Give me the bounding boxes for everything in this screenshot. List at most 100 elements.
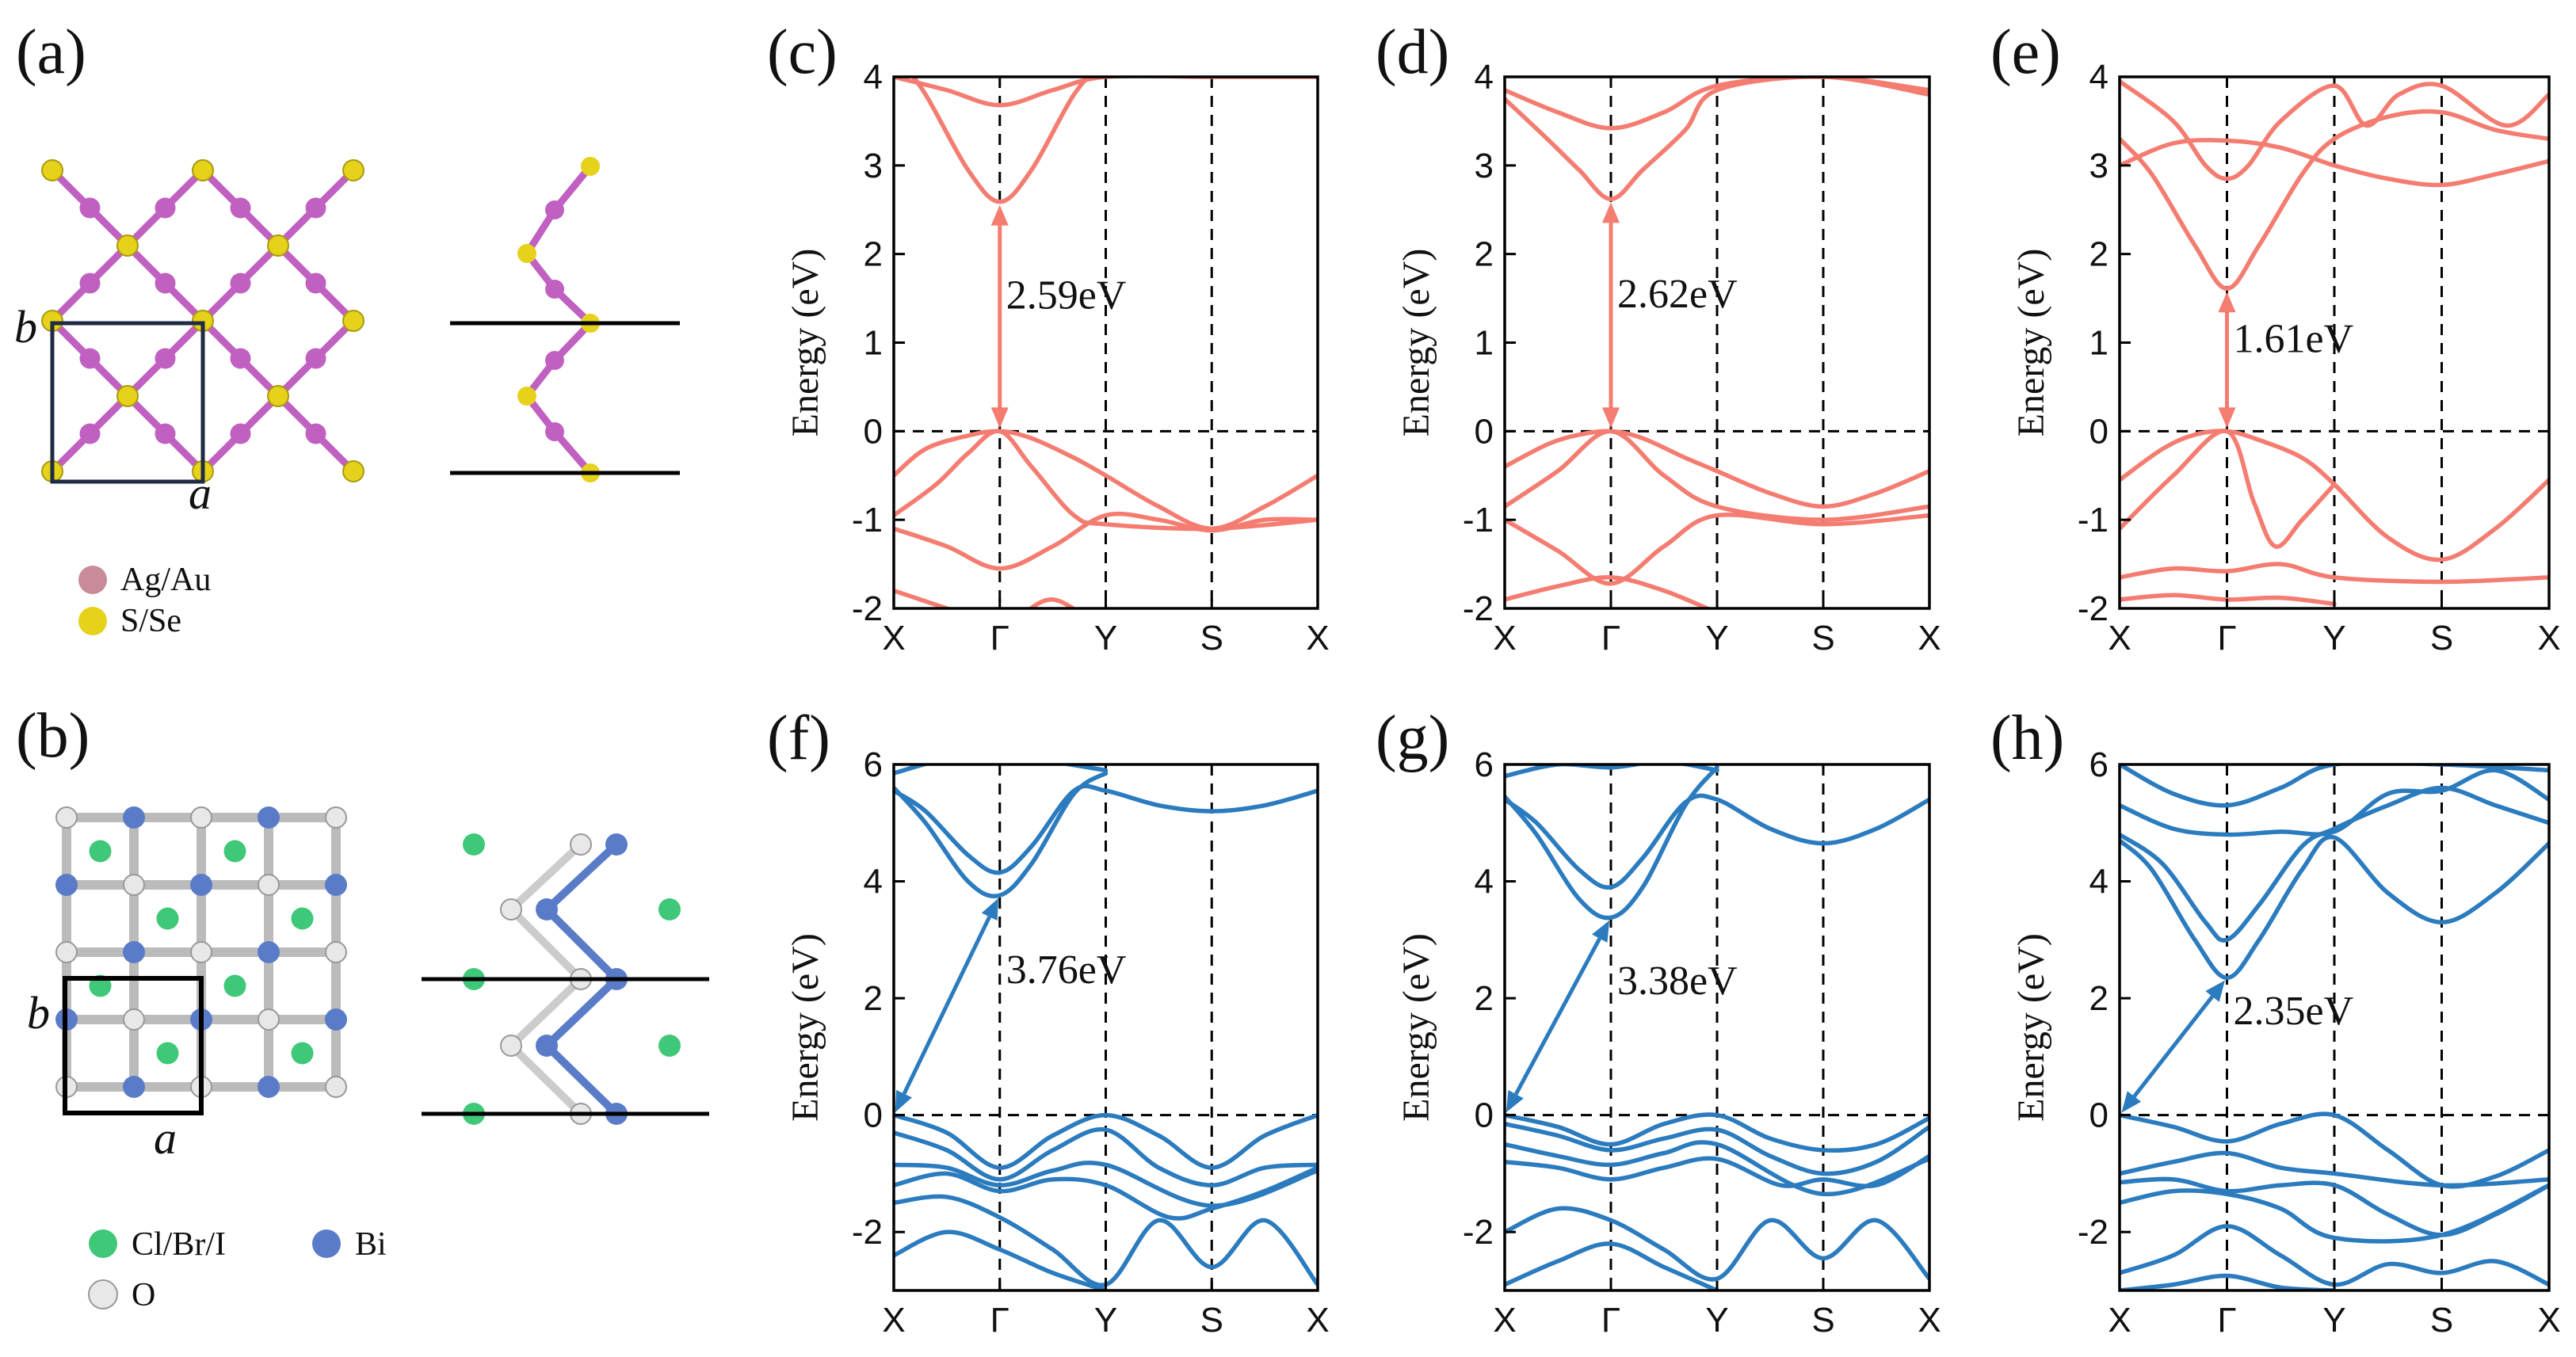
gap-arrow-head [1602,407,1620,429]
x-tick-label: Γ [990,619,1009,658]
metal-atom [305,348,326,369]
side-bond [508,976,584,1049]
y-tick-label: -1 [1463,501,1494,539]
y-tick-label: 4 [2089,58,2109,97]
x-tick-label: S [2430,619,2453,658]
band-vb5 [894,1194,1318,1287]
gap-label: 1.61eV [2234,316,2354,361]
bi-atom [123,1076,145,1098]
lattice-b-label-a: b [14,301,37,353]
band-vb3 [1505,1140,1929,1197]
o-atom [55,806,78,829]
side-o-atom [570,833,592,856]
x-tick-label: X [1918,1301,1941,1340]
side-bi-atom [536,1035,558,1057]
chart-f: (f) 3.76eV -2 0 2 4 6 X Γ Y S X Energy (eV) [767,703,1330,1340]
side-o-atom [500,898,522,921]
x-tick-label: Y [1705,1301,1728,1340]
y-tick-label: 4 [1475,58,1494,97]
y-tick-label: 6 [2089,745,2109,784]
x-tick-label: X [882,1301,905,1340]
panel-label-a: (a) [16,17,86,87]
chart-c: (c) 2.59eV -2 -1 0 1 2 3 4 X Γ Y S X Energy (eV) [767,17,1330,658]
y-tick-label: -2 [852,589,883,628]
chart-h: (h) 2.35eV -2 0 2 4 6 X Γ Y S X Energy (eV) [1990,703,2561,1340]
x-tick-label: X [1306,1301,1329,1340]
band-vb2 [2120,429,2337,549]
y-tick-label: 0 [864,1096,883,1135]
side-bond [508,1043,584,1117]
halogen-atom [223,840,246,863]
bi-atom [123,806,145,829]
legend-sse-label: S/Se [120,603,181,639]
side-bi-atom [605,833,628,856]
gap-arrow-head [990,407,1009,429]
band-vb1 [1505,429,1929,509]
band-vb6 [1505,1241,1719,1290]
metal-atom [230,423,251,444]
o-atom [258,874,280,896]
y-tick-label: -2 [2078,589,2109,628]
side-atom [545,351,564,370]
y-tick-label: -2 [852,1213,883,1252]
y-axis-label: Energy (eV) [784,933,826,1122]
y-tick-label: 3 [2089,147,2109,185]
lattice-a-label-b: a [154,1112,177,1164]
side-atom [517,244,536,263]
chalcogen-atom [267,385,289,407]
y-tick-label: 6 [864,745,883,784]
legend-atom-o [88,1279,118,1309]
unit-cell-a [50,321,205,484]
band-vb5 [1505,1206,1929,1282]
halogen-atom [89,840,112,863]
x-tick-label: Y [2322,619,2345,658]
gap-arrow-shaft [1513,937,1602,1096]
y-tick-label: 2 [2089,979,2109,1018]
panel-label-c: (c) [767,17,838,87]
o-atom [190,941,212,963]
gap-label: 3.38eV [1617,959,1738,1004]
gap-label: 2.62eV [1617,272,1738,317]
chart-g: (g) 3.38eV -2 0 2 4 6 X Γ Y S X Energy (eV) [1376,703,1941,1340]
bi-atom [258,806,280,829]
metal-atom [305,273,326,294]
band-cb1 [894,77,1318,108]
unit-cell-b [63,976,204,1115]
side-halogen-atom [463,833,485,856]
x-tick-label: Y [1705,619,1728,658]
band-cb1 [2120,834,2549,981]
o-atom [325,1076,347,1098]
y-tick-label: 2 [2089,235,2109,274]
legend-atom-bi [312,1229,341,1258]
side-bond [544,1043,620,1117]
chalcogen-atom [116,385,139,407]
y-tick-label: 0 [2089,1096,2109,1135]
legend-bi-label: Bi [355,1226,387,1263]
chalcogen-atom [267,234,289,257]
x-tick-label: Γ [2217,1301,2236,1340]
bi-atom [325,874,347,896]
y-tick-label: 0 [2089,412,2109,451]
band-cb3 [2120,768,2549,837]
y-tick-label: -1 [852,501,883,539]
gap-arrow-shaft [902,916,991,1095]
metal-atom [305,423,326,444]
side-atom [581,157,600,176]
halogen-atom [156,907,179,930]
y-tick-label: -2 [2078,1213,2109,1252]
side-bond [508,906,584,982]
legend-halogen-label: Cl/Br/I [132,1226,226,1263]
y-tick-label: -1 [2078,501,2109,539]
x-tick-label: S [1200,619,1223,658]
chart-d: (d) 2.62eV -2 -1 0 1 2 3 4 X Γ Y S X Energy (eV) [1376,17,1941,658]
side-bond [544,976,620,1049]
metal-atom [155,423,176,444]
side-halogen-atom [658,898,681,921]
gap-arrow-head [2121,1091,2142,1113]
gap-arrow-head [1592,920,1610,943]
band-cb3 [2120,78,2549,181]
band-cb2 [894,771,1109,898]
gap-arrow-head [990,204,1009,226]
halogen-atom [156,1042,179,1065]
x-tick-label: Γ [1601,619,1620,658]
